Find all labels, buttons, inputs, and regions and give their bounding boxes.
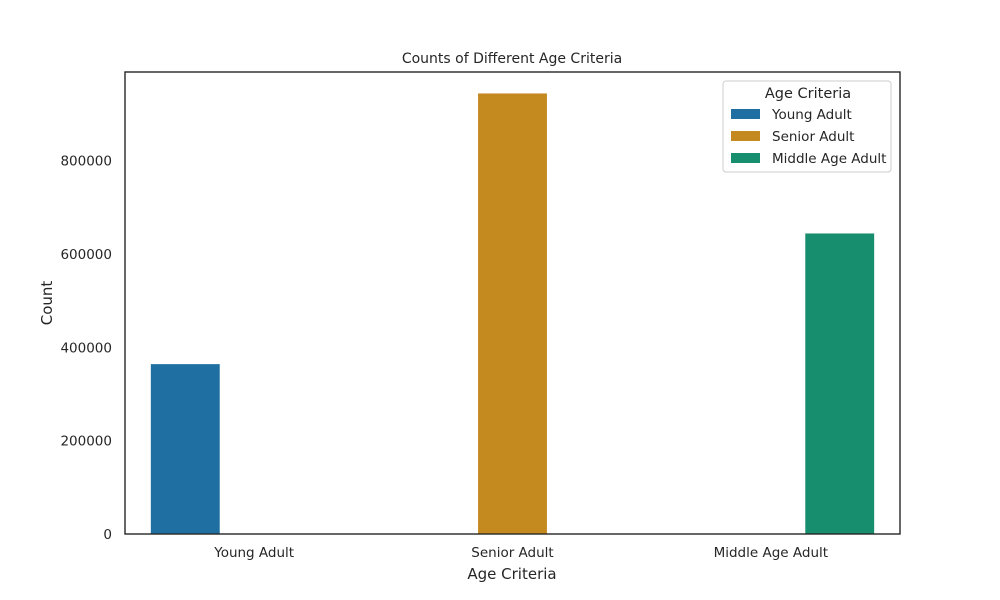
legend-swatch (731, 109, 760, 119)
bar-young-adult (150, 364, 220, 534)
y-tick-label: 200000 (60, 434, 112, 450)
x-axis-ticks: Young Adult Senior Adult Middle Age Adult (213, 545, 828, 561)
legend: Age Criteria Young Adult Senior Adult Midd… (722, 80, 892, 173)
y-tick-label: 0 (103, 527, 112, 543)
y-tick-label: 800000 (60, 154, 112, 170)
legend-label: Senior Adult (772, 129, 854, 145)
x-tick-label: Senior Adult (471, 545, 553, 561)
legend-items: Young Adult Senior Adult Middle Age Adult (731, 107, 886, 167)
legend-title: Age Criteria (765, 86, 851, 102)
y-tick-label: 400000 (60, 340, 112, 356)
legend-box (722, 80, 892, 173)
x-tick-label: Young Adult (213, 545, 294, 561)
bar-senior-adult (478, 93, 547, 534)
y-axis-ticks: 0 200000 400000 600000 800000 (60, 154, 112, 543)
y-axis-label: Count (38, 281, 56, 326)
chart-title: Counts of Different Age Criteria (402, 51, 622, 67)
legend-swatch (731, 153, 760, 163)
x-axis-label: Age Criteria (467, 565, 556, 583)
y-tick-label: 600000 (60, 247, 112, 263)
legend-label: Young Adult (771, 107, 852, 123)
plot-frame (124, 71, 901, 535)
legend-swatch (731, 131, 760, 141)
x-tick-label: Middle Age Adult (714, 545, 828, 561)
bars-group (150, 93, 875, 534)
bar-middle-age-adult (805, 233, 875, 534)
legend-label: Middle Age Adult (772, 151, 886, 167)
